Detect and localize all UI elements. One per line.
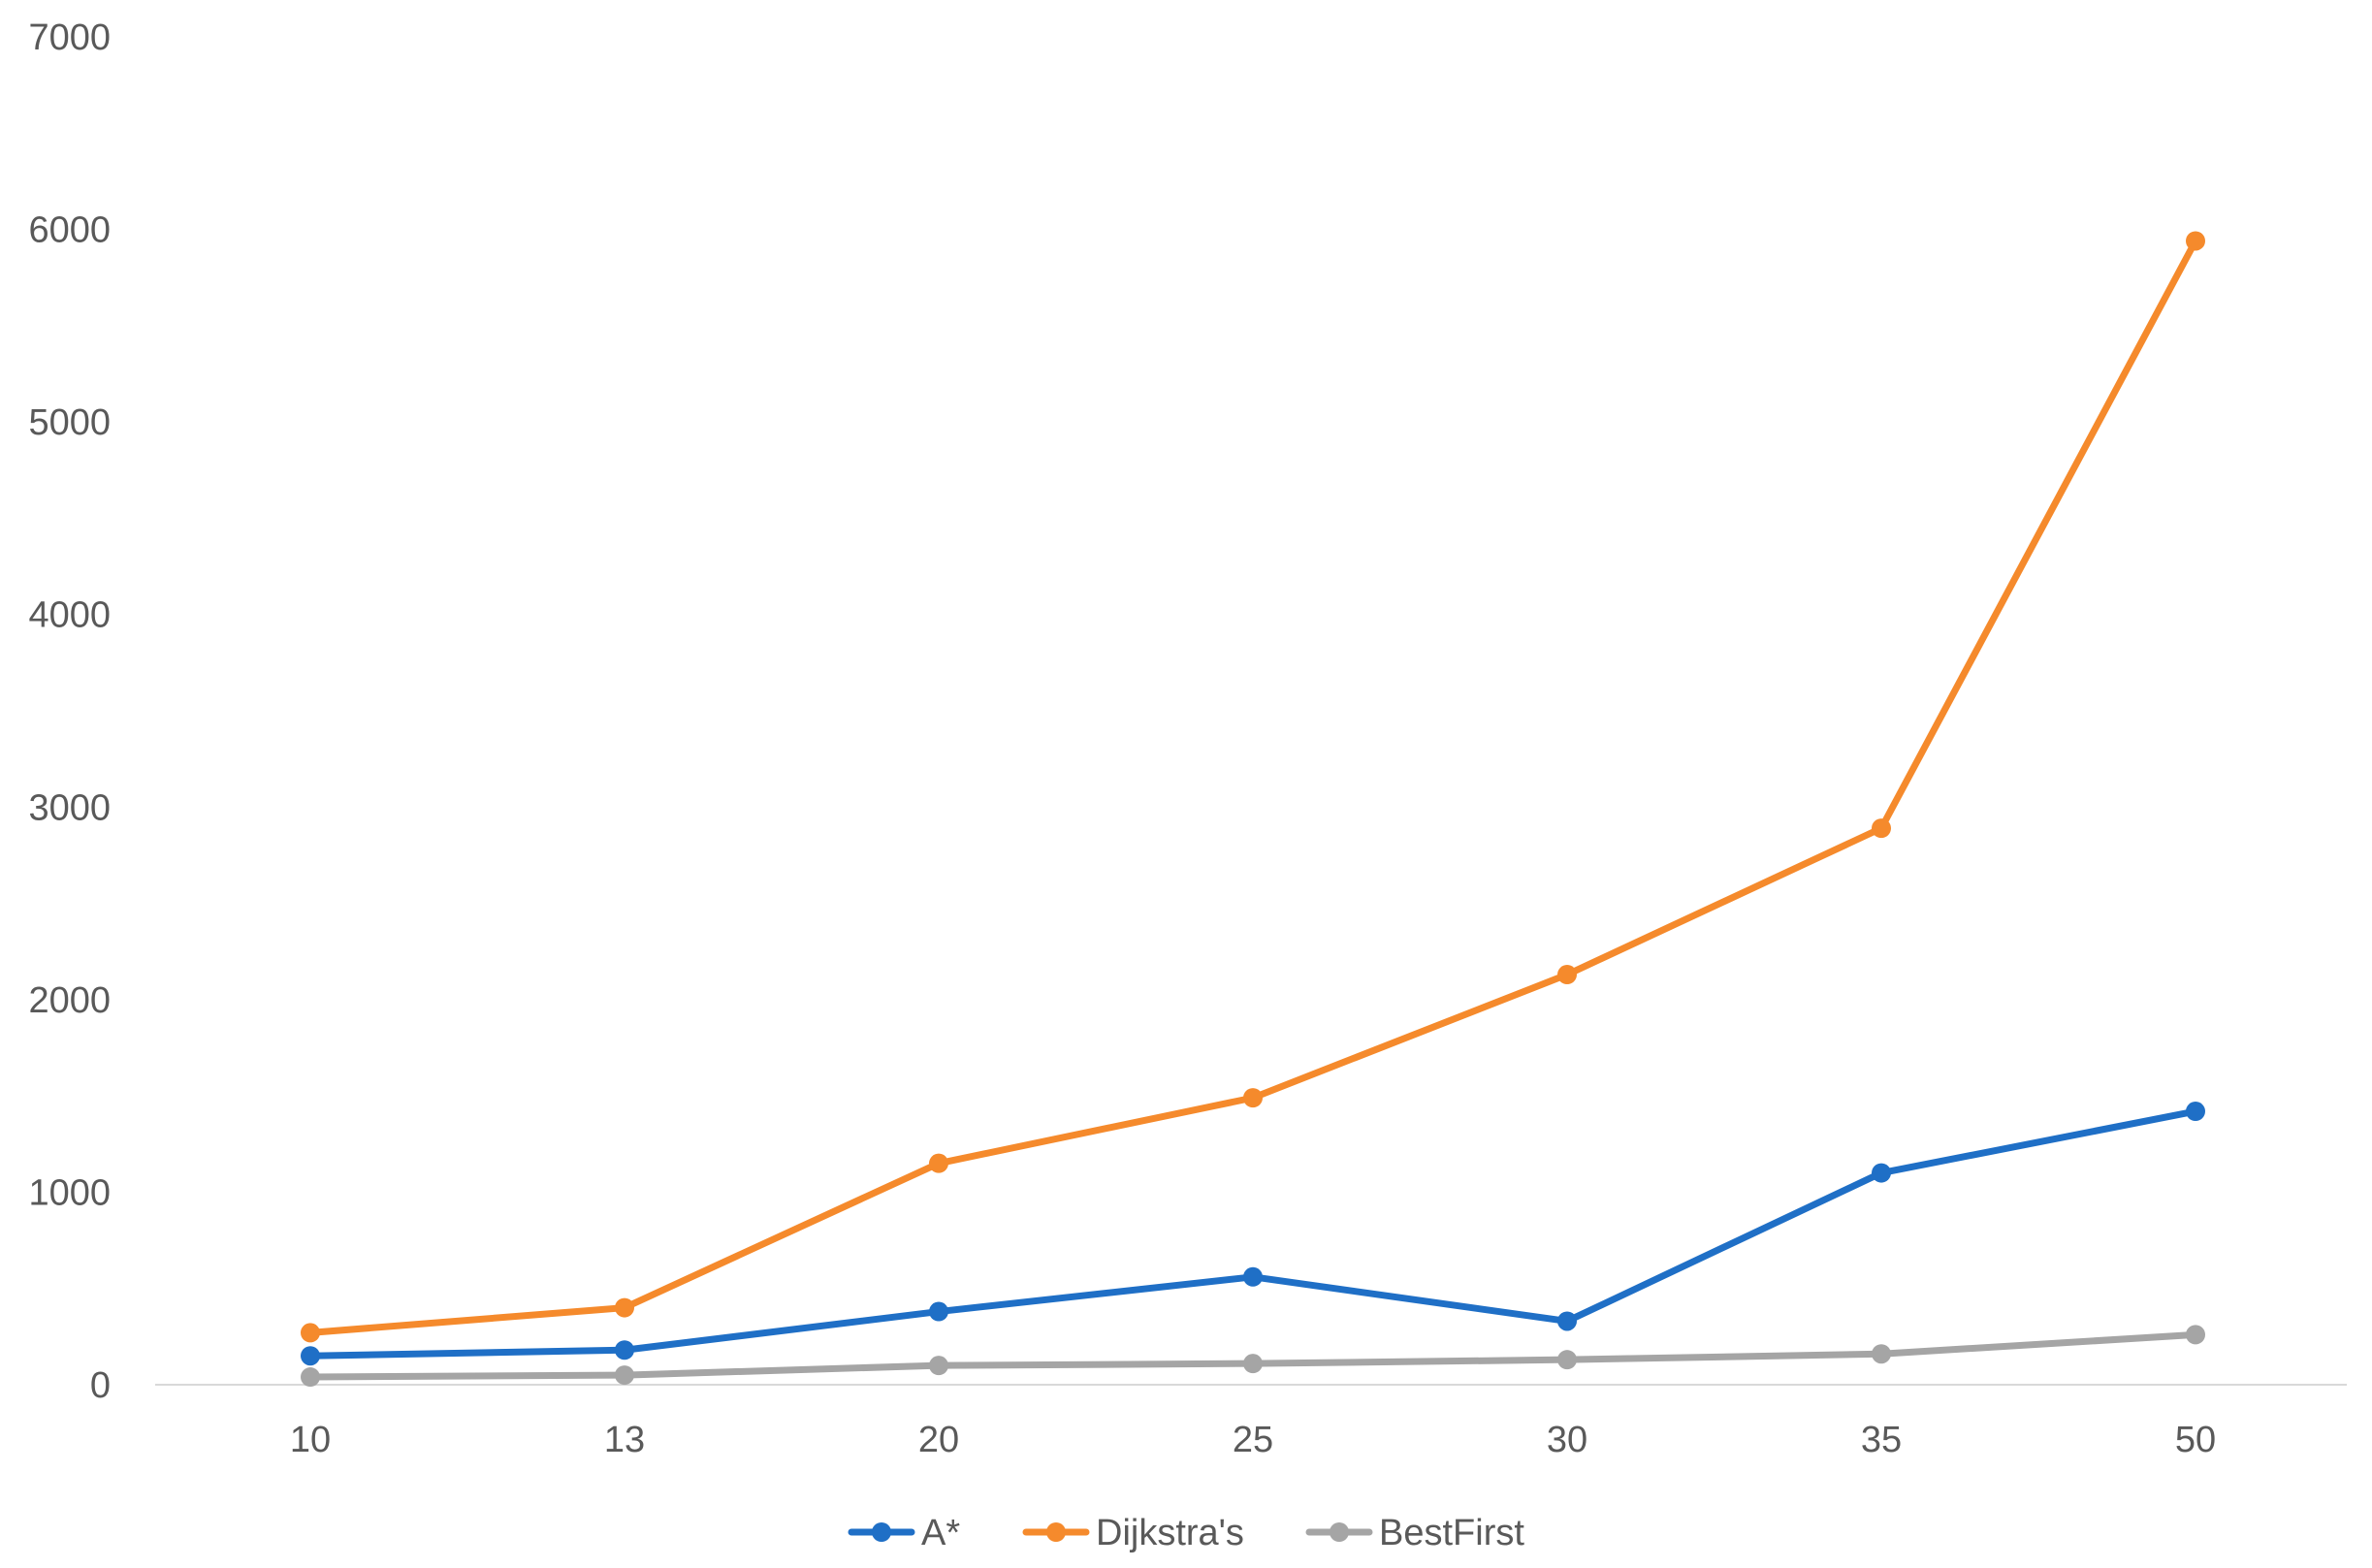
data-point [929, 1356, 948, 1376]
data-point [1243, 1088, 1263, 1108]
legend-label: BestFirst [1379, 1513, 1524, 1553]
series-layer [301, 231, 2205, 1388]
data-point [1557, 1350, 1577, 1370]
data-point [1557, 1311, 1577, 1331]
series-1 [301, 231, 2205, 1343]
data-point [929, 1153, 948, 1173]
x-tick-label: 30 [1547, 1420, 1587, 1460]
data-point [615, 1340, 634, 1360]
series-0 [301, 1102, 2205, 1366]
data-point [301, 1323, 320, 1343]
series-line [306, 1107, 2199, 1360]
legend-swatch-marker [1046, 1522, 1066, 1542]
x-tick-label: 10 [290, 1420, 331, 1460]
data-point [1243, 1266, 1263, 1287]
x-axis-ticks: 10 13 20 25 30 35 50 [290, 1420, 2216, 1460]
y-tick-label: 5000 [28, 402, 111, 443]
y-tick-label: 3000 [28, 787, 111, 828]
legend-swatch-marker [872, 1522, 891, 1542]
legend-label: Dijkstra's [1096, 1513, 1244, 1553]
y-axis-ticks: 0 1000 2000 3000 4000 5000 6000 7000 [28, 17, 111, 1406]
data-point [1872, 1163, 1891, 1183]
y-tick-label: 4000 [28, 595, 111, 636]
legend-item: BestFirst [1305, 1513, 1524, 1553]
data-point [1872, 1344, 1891, 1364]
legend: A* Dijkstra's BestFirst [848, 1513, 1524, 1553]
data-point [2186, 1102, 2205, 1122]
data-point [615, 1365, 634, 1386]
x-tick-label: 25 [1233, 1420, 1273, 1460]
data-point [301, 1367, 320, 1388]
x-tick-label: 35 [1861, 1420, 1902, 1460]
x-tick-label: 13 [604, 1420, 645, 1460]
data-point [2186, 231, 2205, 251]
y-tick-label: 1000 [28, 1172, 111, 1213]
y-tick-label: 2000 [28, 980, 111, 1021]
series-2 [301, 1325, 2205, 1388]
y-tick-label: 0 [90, 1365, 111, 1406]
data-point [1243, 1354, 1263, 1374]
data-point [1557, 965, 1577, 985]
x-tick-label: 50 [2175, 1420, 2216, 1460]
legend-item: Dijkstra's [1022, 1513, 1244, 1553]
data-point [301, 1346, 320, 1366]
legend-swatch-marker [1330, 1522, 1349, 1542]
x-tick-label: 20 [918, 1420, 959, 1460]
data-point [1872, 818, 1891, 839]
y-tick-label: 6000 [28, 210, 111, 251]
legend-label: A* [921, 1513, 960, 1553]
data-point [929, 1301, 948, 1322]
data-point [615, 1297, 634, 1318]
data-point [2186, 1325, 2205, 1345]
legend-item: A* [848, 1513, 960, 1553]
y-tick-label: 7000 [28, 17, 111, 58]
